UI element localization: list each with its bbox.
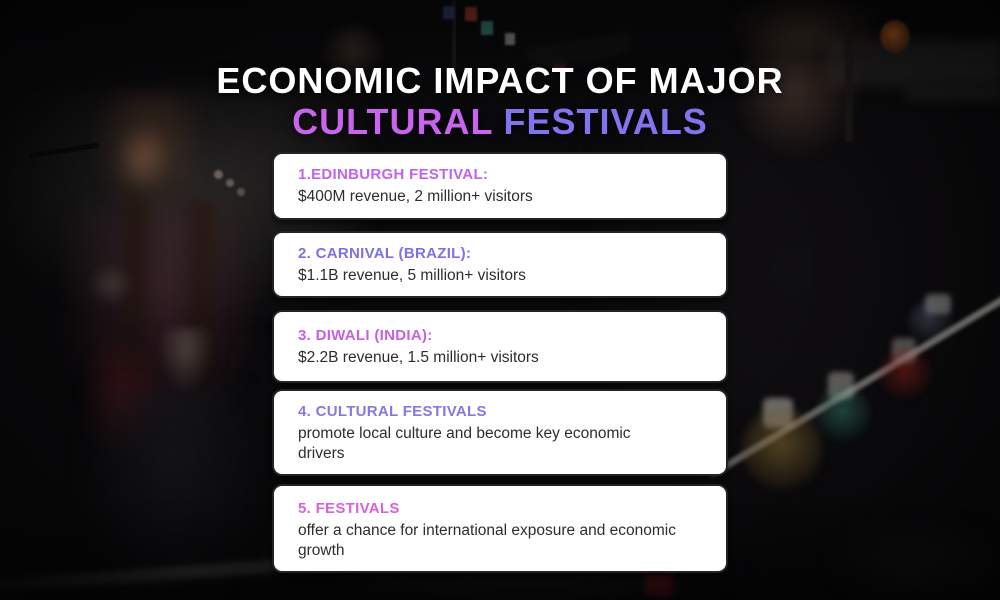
string-light-bulb-blue [908, 300, 954, 344]
title-line-2: CULTURAL FESTIVALS [0, 101, 1000, 142]
background-wall-bar [905, 88, 1000, 101]
card-carnival-brazil: 2. CARNIVAL (BRAZIL): $1.1B revenue, 5 m… [272, 231, 728, 298]
card-heading: 1.EDINBURGH FESTIVAL: [298, 166, 489, 183]
woman-face [114, 124, 172, 192]
card-heading: 2. CARNIVAL (BRAZIL): [298, 245, 472, 262]
card-body: $1.1B revenue, 5 million+ visitors [298, 267, 526, 284]
string-light-bulb-teal [815, 385, 871, 443]
string-light-bulb-red [878, 348, 932, 400]
man-hair [728, 0, 883, 50]
card-body: promote local culture and become key eco… [298, 425, 631, 462]
card-edinburgh-festival: 1.EDINBURGH FESTIVAL: $400M revenue, 2 m… [272, 152, 728, 220]
card-body: $2.2B revenue, 1.5 million+ visitors [298, 349, 539, 366]
background-person-head [322, 28, 384, 86]
card-diwali-india: 3. DIWALI (INDIA): $2.2B revenue, 1.5 mi… [272, 310, 728, 383]
martini-glass-in-hand [88, 262, 134, 306]
background-wall [828, 40, 1000, 86]
string-light-bulb-amber [742, 408, 822, 490]
title-word-festivals: FESTIVALS [503, 101, 708, 142]
martini-glass [158, 328, 214, 394]
fairy-light-bulb [214, 170, 223, 179]
card-heading: 4. CULTURAL FESTIVALS [298, 403, 487, 420]
woman-hair [92, 92, 207, 222]
flag-pole [452, 0, 456, 78]
woman-hair-strand [188, 200, 216, 390]
pennant-flag-red [465, 7, 477, 21]
bulb-socket [925, 294, 951, 314]
pennant-flag-blue [443, 6, 454, 19]
woman-hair-strand [122, 195, 148, 375]
pennant-flag-white [505, 33, 515, 45]
card-heading: 5. FESTIVALS [298, 500, 400, 517]
background-pole [845, 24, 853, 142]
card-body: $400M revenue, 2 million+ visitors [298, 188, 533, 205]
orange-lantern [880, 20, 910, 53]
fairy-light-bulb [226, 179, 234, 187]
floor-highlight [830, 520, 1000, 600]
fairy-light-bulb [237, 188, 245, 196]
card-festivals-exposure: 5. FESTIVALS offer a chance for internat… [272, 484, 728, 573]
man-face [742, 25, 862, 160]
woman-pink-jacket [70, 205, 250, 420]
title-word-cultural: CULTURAL [292, 101, 494, 142]
card-body: offer a chance for international exposur… [298, 522, 676, 559]
festival-cards-list: 1.EDINBURGH FESTIVAL: $400M revenue, 2 m… [272, 152, 728, 573]
card-cultural-festivals: 4. CULTURAL FESTIVALS promote local cult… [272, 389, 728, 476]
card-heading: 3. DIWALI (INDIA): [298, 327, 433, 344]
title-line-1: ECONOMIC IMPACT OF MAJOR [216, 60, 784, 101]
pennant-flag-teal [481, 21, 493, 35]
page-title: ECONOMIC IMPACT OF MAJOR CULTURAL FESTIVA… [0, 60, 1000, 142]
